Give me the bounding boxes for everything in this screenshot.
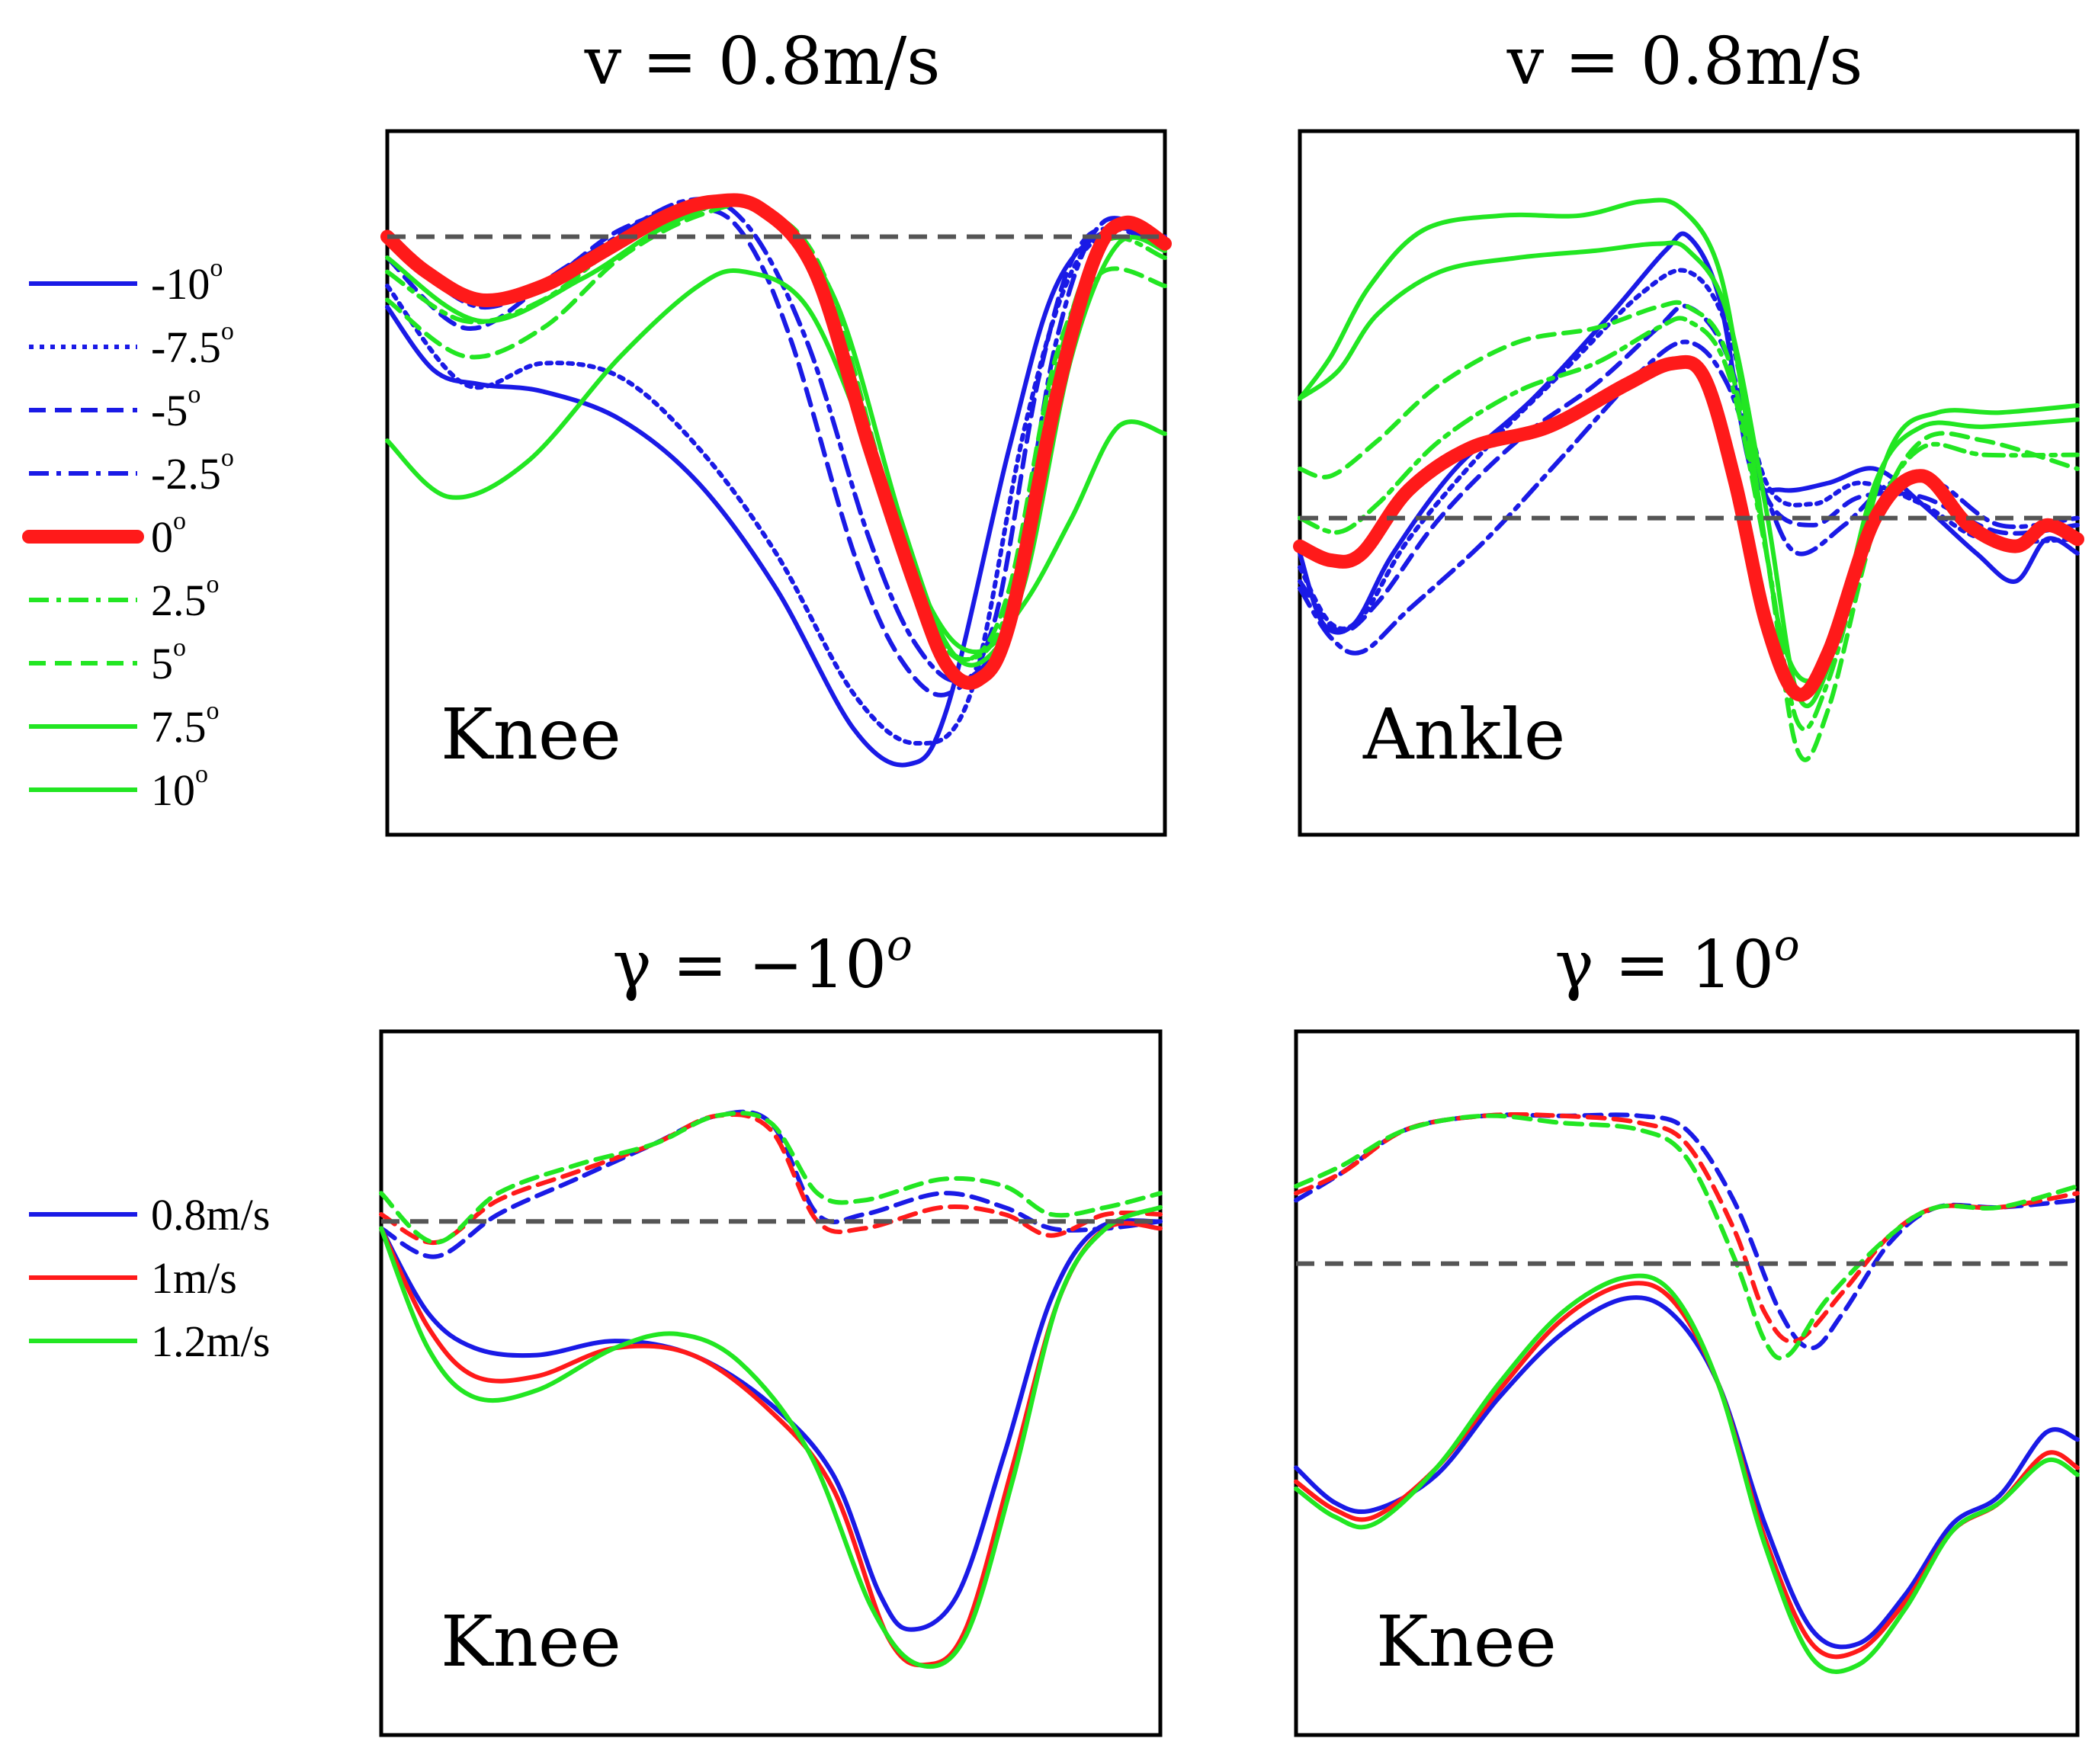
panel-label-knee: Knee — [441, 1601, 621, 1682]
series-line — [379, 1204, 1163, 1669]
series-line — [1298, 231, 2080, 635]
series-line — [385, 197, 1167, 684]
legend-label-degree: o — [195, 760, 208, 788]
legend-label: 2.5o — [151, 570, 220, 625]
series-line — [385, 226, 1167, 768]
plot-frame — [379, 1029, 1163, 1737]
curve-group — [380, 193, 1172, 768]
panel-title-top-right: v = 0.8m/s — [1506, 24, 1863, 100]
legend-label: -2.5o — [151, 444, 234, 499]
legend-label-text: 5 — [151, 639, 173, 688]
legend-label-text: 2.5 — [151, 576, 207, 625]
legend-label: 0o — [151, 507, 186, 562]
legend-label-degree: o — [207, 697, 220, 725]
knee-panel-top: Knee — [380, 129, 1172, 837]
series-line — [1298, 268, 2080, 631]
legend-label: 10o — [151, 760, 208, 815]
panel-title-bottom-left-sup: o — [887, 921, 913, 970]
legend-label: -7.5o — [151, 317, 234, 372]
series-line — [1293, 354, 2084, 702]
plot-frame — [1294, 1029, 2080, 1737]
series-line — [379, 1109, 1163, 1259]
legend-label-text: 7.5 — [151, 702, 207, 752]
legend-label-text: 0 — [151, 512, 173, 562]
ankle-panel-top: Ankle — [1293, 129, 2084, 837]
legend-label-degree: o — [210, 254, 223, 282]
legend-label-degree: o — [173, 507, 186, 535]
panel-label-ankle: Ankle — [1362, 694, 1565, 775]
series-line — [385, 268, 1167, 655]
series-line — [1298, 300, 2080, 762]
legend-label-degree: o — [207, 570, 220, 598]
series-line — [379, 1218, 1163, 1632]
legend-label: 7.5o — [151, 697, 220, 752]
panel-title-bottom-right-sup: o — [1774, 921, 1800, 970]
series-line — [379, 1112, 1163, 1245]
series-line — [1298, 197, 2080, 684]
curve-group — [1294, 1112, 2080, 1674]
panel-title-bottom-right: γ = 10o — [1554, 921, 1799, 1003]
legend-label: 0.8m/s — [151, 1190, 270, 1240]
legend-label: -5o — [151, 380, 201, 435]
series-line — [379, 1111, 1163, 1245]
legend-label: 1.2m/s — [151, 1317, 270, 1366]
series-line — [1298, 303, 2080, 634]
legend-label-text: -5 — [151, 386, 188, 435]
knee-panel-bottom-right: Knee — [1294, 1029, 2080, 1737]
series-line — [379, 1220, 1163, 1668]
panel-label-knee: Knee — [1376, 1601, 1557, 1682]
legend-label: 1m/s — [151, 1253, 237, 1303]
panel-title-bottom-right-text: γ = 10 — [1554, 927, 1774, 1003]
panel-title-top-left: v = 0.8m/s — [584, 24, 941, 100]
legend-label: 5o — [151, 633, 186, 688]
legend-label-degree: o — [188, 380, 201, 409]
series-line — [1294, 1112, 2080, 1344]
legend-label-text: -2.5 — [151, 449, 221, 499]
series-line — [1298, 339, 2080, 656]
legend-speeds: 0.8m/s 1m/s 1.2m/s — [29, 1190, 270, 1366]
series-line — [1294, 1295, 2080, 1650]
panel-title-bottom-left-text: γ = −10 — [612, 927, 887, 1003]
curve-group — [379, 1109, 1163, 1669]
legend-label-text: -7.5 — [151, 322, 221, 372]
series-line — [380, 193, 1172, 690]
plot-frame — [385, 129, 1167, 837]
curve-group — [1293, 197, 2084, 762]
series-line — [385, 226, 1167, 746]
legend-label: -10o — [151, 254, 223, 309]
legend-label-text: -10 — [151, 259, 210, 309]
legend-label-text: 10 — [151, 765, 195, 815]
series-line — [1294, 1273, 2080, 1674]
series-line — [1294, 1113, 2080, 1361]
legend-label-degree: o — [221, 444, 234, 472]
legend-label-degree: o — [173, 633, 186, 662]
panel-label-knee: Knee — [441, 694, 621, 775]
legend-label-degree: o — [221, 317, 234, 345]
panel-title-bottom-left: γ = −10o — [612, 921, 912, 1003]
knee-panel-bottom-left: Knee — [379, 1029, 1163, 1737]
plot-frame — [1298, 129, 2080, 837]
